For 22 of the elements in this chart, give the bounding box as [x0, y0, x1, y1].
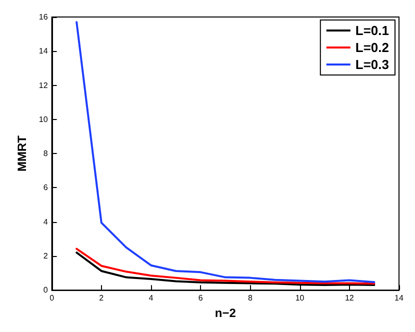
- y-tick-label: 16: [38, 12, 48, 22]
- y-tick-label: 12: [38, 80, 48, 90]
- y-tick-label: 14: [38, 46, 48, 56]
- y-tick-label: 4: [43, 217, 48, 226]
- x-tick-label: 8: [248, 294, 253, 303]
- legend-label: L=0.3: [355, 57, 390, 72]
- x-tick-label: 14: [394, 294, 404, 303]
- x-tick-label: 0: [50, 294, 55, 303]
- x-tick-label: 2: [99, 294, 104, 303]
- legend-label: L=0.2: [355, 40, 390, 55]
- y-tick-label: 10: [38, 114, 48, 124]
- x-tick-label: 6: [198, 294, 204, 303]
- y-tick-label: 0: [43, 286, 48, 295]
- legend-label: L=0.1: [355, 23, 390, 38]
- y-axis-title: MMRT: [15, 134, 29, 172]
- x-tick-label: 10: [295, 294, 305, 303]
- x-tick-label: 4: [148, 294, 154, 303]
- y-tick-label: 6: [43, 183, 48, 192]
- x-axis-title: n−2: [214, 306, 236, 320]
- y-tick-label: 8: [43, 149, 48, 158]
- x-tick-label: 12: [344, 294, 354, 303]
- y-tick-label: 2: [43, 251, 48, 260]
